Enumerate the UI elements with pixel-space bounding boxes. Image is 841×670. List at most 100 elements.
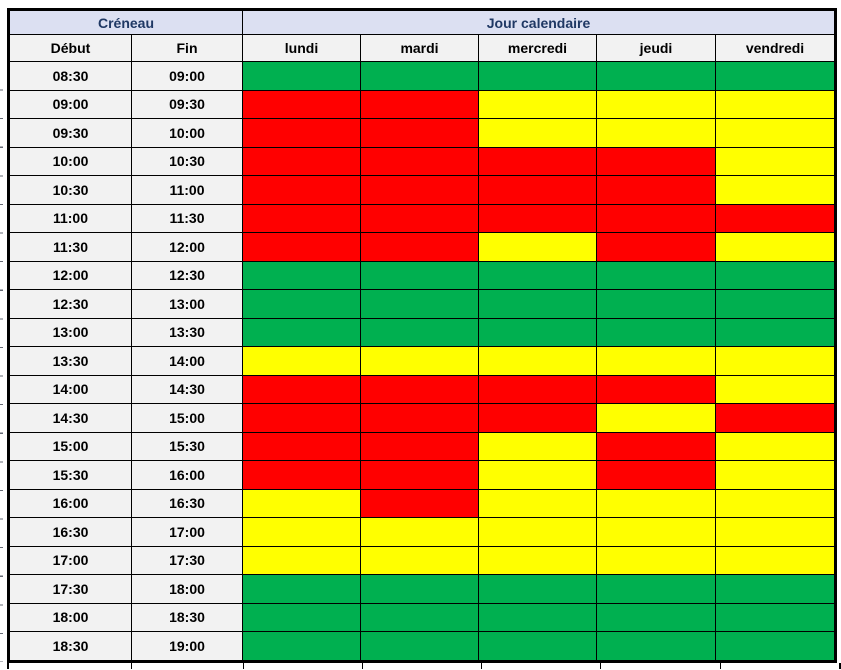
slot-status-cell-lundi-12:30[interactable] [242, 289, 361, 319]
slot-status-cell-jeudi-17:30[interactable] [596, 574, 716, 604]
slot-status-cell-mercredi-09:00[interactable] [478, 89, 597, 119]
slot-status-cell-lundi-18:00[interactable] [242, 602, 361, 632]
slot-status-cell-lundi-10:00[interactable] [242, 146, 361, 176]
slot-status-cell-vendredi-17:30[interactable] [714, 574, 836, 604]
slot-status-cell-vendredi-09:30[interactable] [714, 118, 836, 148]
slot-status-cell-mardi-16:30[interactable] [360, 517, 479, 547]
slot-status-cell-lundi-13:30[interactable] [242, 346, 361, 376]
slot-status-cell-mardi-18:00[interactable] [360, 602, 479, 632]
slot-status-cell-jeudi-14:30[interactable] [596, 403, 716, 433]
slot-status-cell-jeudi-09:00[interactable] [596, 89, 716, 119]
slot-status-cell-vendredi-13:30[interactable] [714, 346, 836, 376]
slot-status-cell-mardi-11:00[interactable] [360, 203, 479, 233]
slot-status-cell-mercredi-11:00[interactable] [478, 203, 597, 233]
slot-status-cell-jeudi-11:30[interactable] [596, 232, 716, 262]
slot-status-cell-lundi-17:30[interactable] [242, 574, 361, 604]
slot-status-cell-mardi-14:30[interactable] [360, 403, 479, 433]
slot-status-cell-vendredi-10:00[interactable] [714, 146, 836, 176]
slot-status-cell-lundi-08:30[interactable] [242, 61, 361, 91]
slot-status-cell-vendredi-12:30[interactable] [714, 289, 836, 319]
slot-status-cell-jeudi-16:00[interactable] [596, 488, 716, 518]
slot-status-cell-vendredi-17:00[interactable] [714, 545, 836, 575]
slot-status-cell-lundi-11:30[interactable] [242, 232, 361, 262]
slot-status-cell-lundi-11:00[interactable] [242, 203, 361, 233]
slot-status-cell-vendredi-08:30[interactable] [714, 61, 836, 91]
slot-status-cell-mercredi-09:30[interactable] [478, 118, 597, 148]
slot-status-cell-lundi-14:00[interactable] [242, 374, 361, 404]
slot-status-cell-mercredi-13:00[interactable] [478, 317, 597, 347]
slot-status-cell-vendredi-14:00[interactable] [714, 374, 836, 404]
slot-status-cell-lundi-12:00[interactable] [242, 260, 361, 290]
slot-status-cell-mercredi-12:30[interactable] [478, 289, 597, 319]
slot-status-cell-lundi-14:30[interactable] [242, 403, 361, 433]
slot-status-cell-mardi-10:00[interactable] [360, 146, 479, 176]
slot-status-cell-jeudi-18:30[interactable] [596, 631, 716, 661]
slot-status-cell-mercredi-13:30[interactable] [478, 346, 597, 376]
slot-status-cell-vendredi-14:30[interactable] [714, 403, 836, 433]
slot-status-cell-lundi-16:00[interactable] [242, 488, 361, 518]
slot-status-cell-jeudi-15:30[interactable] [596, 460, 716, 490]
slot-status-cell-vendredi-11:00[interactable] [714, 203, 836, 233]
slot-status-cell-vendredi-15:30[interactable] [714, 460, 836, 490]
slot-status-cell-jeudi-16:30[interactable] [596, 517, 716, 547]
slot-status-cell-mardi-17:00[interactable] [360, 545, 479, 575]
slot-status-cell-jeudi-11:00[interactable] [596, 203, 716, 233]
slot-status-cell-mercredi-11:30[interactable] [478, 232, 597, 262]
slot-status-cell-mercredi-18:00[interactable] [478, 602, 597, 632]
slot-status-cell-jeudi-15:00[interactable] [596, 431, 716, 461]
slot-status-cell-mercredi-17:00[interactable] [478, 545, 597, 575]
slot-status-cell-jeudi-14:00[interactable] [596, 374, 716, 404]
slot-status-cell-mardi-14:00[interactable] [360, 374, 479, 404]
slot-status-cell-mardi-16:00[interactable] [360, 488, 479, 518]
slot-status-cell-vendredi-12:00[interactable] [714, 260, 836, 290]
slot-status-cell-lundi-15:30[interactable] [242, 460, 361, 490]
slot-status-cell-vendredi-16:30[interactable] [714, 517, 836, 547]
slot-status-cell-mardi-09:30[interactable] [360, 118, 479, 148]
slot-status-cell-jeudi-13:30[interactable] [596, 346, 716, 376]
slot-status-cell-mercredi-16:30[interactable] [478, 517, 597, 547]
slot-status-cell-mercredi-18:30[interactable] [478, 631, 597, 661]
slot-status-cell-mercredi-14:00[interactable] [478, 374, 597, 404]
slot-status-cell-lundi-15:00[interactable] [242, 431, 361, 461]
slot-status-cell-mardi-13:00[interactable] [360, 317, 479, 347]
slot-status-cell-mardi-13:30[interactable] [360, 346, 479, 376]
slot-status-cell-mardi-08:30[interactable] [360, 61, 479, 91]
slot-status-cell-lundi-18:30[interactable] [242, 631, 361, 661]
slot-status-cell-lundi-09:00[interactable] [242, 89, 361, 119]
slot-status-cell-lundi-17:00[interactable] [242, 545, 361, 575]
slot-status-cell-vendredi-13:00[interactable] [714, 317, 836, 347]
slot-status-cell-mardi-12:00[interactable] [360, 260, 479, 290]
slot-status-cell-jeudi-10:30[interactable] [596, 175, 716, 205]
slot-status-cell-mardi-15:00[interactable] [360, 431, 479, 461]
slot-status-cell-vendredi-18:00[interactable] [714, 602, 836, 632]
slot-status-cell-mercredi-16:00[interactable] [478, 488, 597, 518]
slot-status-cell-mercredi-10:30[interactable] [478, 175, 597, 205]
slot-status-cell-lundi-09:30[interactable] [242, 118, 361, 148]
slot-status-cell-mardi-18:30[interactable] [360, 631, 479, 661]
slot-status-cell-mardi-12:30[interactable] [360, 289, 479, 319]
slot-status-cell-vendredi-10:30[interactable] [714, 175, 836, 205]
slot-status-cell-mardi-10:30[interactable] [360, 175, 479, 205]
slot-status-cell-mercredi-17:30[interactable] [478, 574, 597, 604]
slot-status-cell-jeudi-12:00[interactable] [596, 260, 716, 290]
slot-status-cell-jeudi-13:00[interactable] [596, 317, 716, 347]
slot-status-cell-lundi-10:30[interactable] [242, 175, 361, 205]
slot-status-cell-lundi-16:30[interactable] [242, 517, 361, 547]
slot-status-cell-jeudi-18:00[interactable] [596, 602, 716, 632]
slot-status-cell-vendredi-09:00[interactable] [714, 89, 836, 119]
slot-status-cell-mercredi-15:30[interactable] [478, 460, 597, 490]
slot-status-cell-jeudi-10:00[interactable] [596, 146, 716, 176]
slot-status-cell-jeudi-17:00[interactable] [596, 545, 716, 575]
slot-status-cell-jeudi-12:30[interactable] [596, 289, 716, 319]
slot-status-cell-mercredi-15:00[interactable] [478, 431, 597, 461]
slot-status-cell-jeudi-08:30[interactable] [596, 61, 716, 91]
slot-status-cell-mardi-17:30[interactable] [360, 574, 479, 604]
slot-status-cell-mercredi-14:30[interactable] [478, 403, 597, 433]
slot-status-cell-mercredi-12:00[interactable] [478, 260, 597, 290]
slot-status-cell-vendredi-11:30[interactable] [714, 232, 836, 262]
slot-status-cell-mardi-15:30[interactable] [360, 460, 479, 490]
slot-status-cell-mercredi-08:30[interactable] [478, 61, 597, 91]
slot-status-cell-mardi-09:00[interactable] [360, 89, 479, 119]
slot-status-cell-vendredi-18:30[interactable] [714, 631, 836, 661]
slot-status-cell-vendredi-16:00[interactable] [714, 488, 836, 518]
